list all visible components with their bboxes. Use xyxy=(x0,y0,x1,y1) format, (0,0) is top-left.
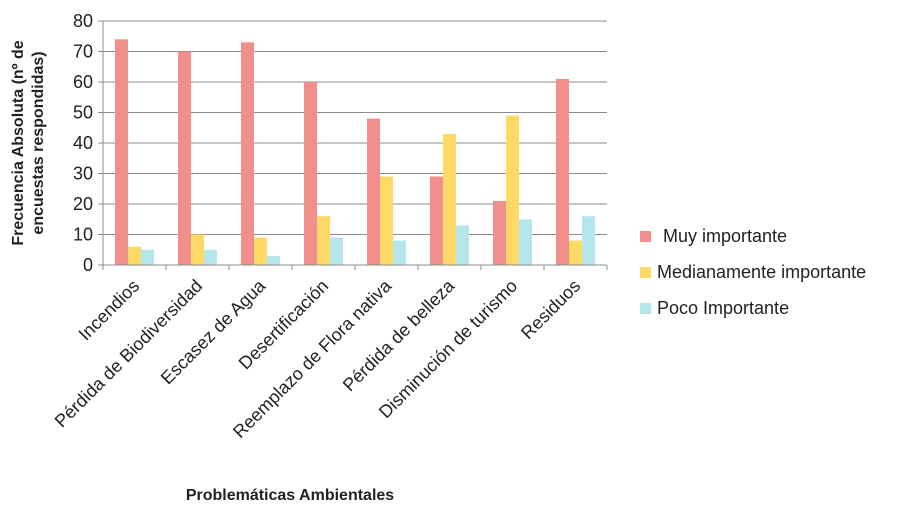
y-tick-label: 40 xyxy=(73,133,93,153)
bar xyxy=(367,118,380,265)
legend-swatch xyxy=(640,302,651,314)
legend-item-medianamente-importante: Medianamente importante xyxy=(640,254,905,290)
legend-swatch xyxy=(640,230,651,242)
legend-item-muy-importante: Muy importante xyxy=(640,218,905,254)
y-axis-label-line-1: Frecuencia Absoluta (nº de xyxy=(10,40,27,245)
bar xyxy=(330,237,343,265)
bar xyxy=(582,216,595,265)
bar xyxy=(317,216,330,265)
bar xyxy=(506,115,519,265)
bar xyxy=(456,225,469,265)
y-tick-label: 0 xyxy=(83,255,93,275)
y-tick-label: 20 xyxy=(73,194,93,214)
bar xyxy=(569,240,582,265)
legend-label: Medianamente importante xyxy=(657,261,867,282)
bar xyxy=(493,200,506,265)
bar xyxy=(204,249,217,265)
axes xyxy=(98,20,608,270)
bar xyxy=(115,39,128,265)
bar xyxy=(241,42,254,265)
bar xyxy=(141,249,154,265)
legend: Muy importante Medianamente importante P… xyxy=(640,218,905,326)
bar xyxy=(178,51,191,265)
legend-label: Muy importante xyxy=(663,225,788,246)
bar xyxy=(393,240,406,265)
x-axis-label: Problemáticas Ambientales xyxy=(186,487,394,504)
y-tick-labels: 0 10 20 30 40 50 60 70 80 xyxy=(73,11,93,275)
bar xyxy=(430,176,443,265)
y-tick-label: 80 xyxy=(73,11,93,31)
bars xyxy=(115,39,595,265)
y-axis-label-line-2: encuestas respondidas) xyxy=(30,51,47,234)
bar xyxy=(304,82,317,265)
x-tick-label: Pérdida de belleza xyxy=(339,275,459,395)
x-tick-label: Escasez de Agua xyxy=(157,275,270,388)
bar xyxy=(267,255,280,265)
legend-item-poco-importante: Poco Importante xyxy=(640,290,905,326)
bar xyxy=(443,133,456,265)
bar xyxy=(254,237,267,265)
bar xyxy=(519,219,532,265)
bar xyxy=(128,246,141,265)
y-tick-label: 30 xyxy=(73,164,93,184)
y-tick-label: 50 xyxy=(73,103,93,123)
legend-label: Poco Importante xyxy=(657,297,790,318)
bar xyxy=(191,234,204,265)
bar xyxy=(380,176,393,265)
legend-swatch xyxy=(640,266,651,278)
y-tick-label: 70 xyxy=(73,42,93,62)
y-tick-label: 60 xyxy=(73,72,93,92)
bar xyxy=(556,78,569,265)
x-tick-label: Residuos xyxy=(517,276,584,343)
y-tick-label: 10 xyxy=(73,225,93,245)
